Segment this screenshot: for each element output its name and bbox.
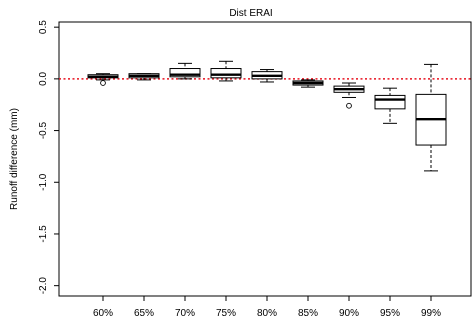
y-tick-label: -2.0 [38, 277, 49, 295]
y-tick-label: 0.0 [38, 71, 49, 85]
x-tick-label: 75% [216, 308, 236, 319]
x-tick-label: 95% [380, 308, 400, 319]
y-tick-label: -1.0 [38, 173, 49, 191]
plot-frame [58, 21, 472, 297]
x-tick-label: 65% [134, 308, 154, 319]
y-axis-label: Runoff difference (mm) [9, 108, 20, 210]
box-iqr [210, 68, 242, 79]
plot-layer: 0.5 0.0 -0.5 -1.0 -1.5 -2.0 60% 65% 70% 75% 80% 85%… [38, 20, 472, 319]
y-tick-label: -0.5 [38, 122, 49, 140]
y-tick-label: -1.5 [38, 225, 49, 243]
x-tick-label: 80% [257, 308, 277, 319]
outlier-point [346, 102, 352, 109]
x-tick-label: 70% [175, 308, 195, 319]
x-tick-label: 99% [421, 308, 441, 319]
x-tick-label: 90% [339, 308, 359, 319]
x-tick-label: 60% [93, 308, 113, 319]
x-tick-label: 85% [298, 308, 318, 319]
box-iqr [169, 68, 201, 78]
box-iqr [374, 94, 406, 110]
chart-title: Dist ERAI [229, 8, 272, 19]
outlier-point [100, 80, 106, 86]
y-tick-label: 0.5 [38, 20, 49, 34]
